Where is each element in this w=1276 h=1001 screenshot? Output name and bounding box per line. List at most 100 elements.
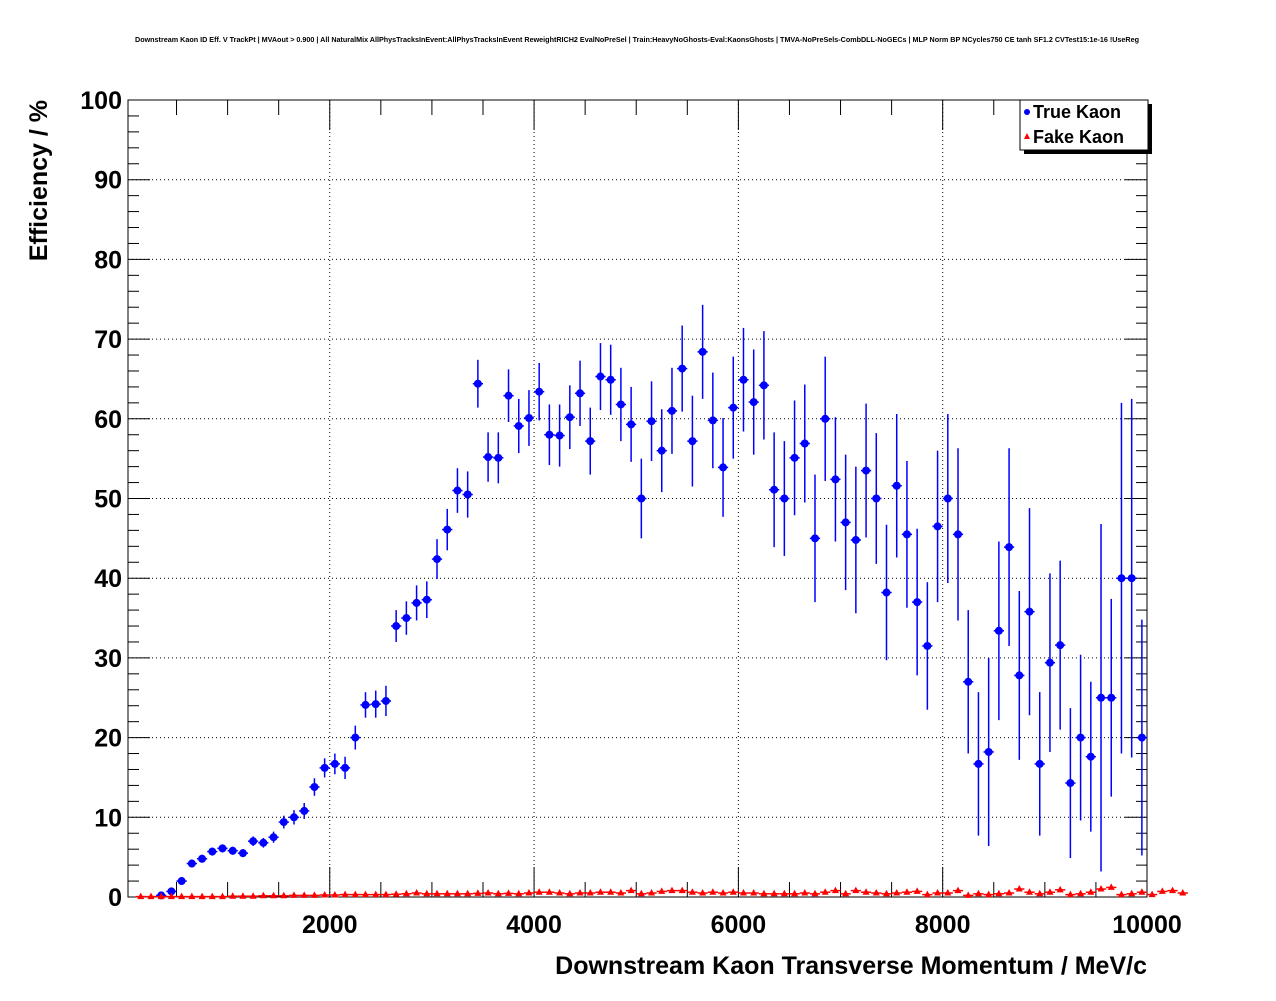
fake-kaon-point: [1117, 890, 1125, 898]
true-kaon-point: [412, 598, 421, 607]
fake-kaon-point: [1036, 889, 1044, 897]
true-kaon-point: [933, 522, 942, 531]
fake-kaon-point: [545, 888, 553, 895]
fake-kaon-point: [1077, 889, 1085, 897]
true-kaon-point: [1127, 574, 1136, 583]
fake-kaon-point: [739, 889, 747, 896]
fake-kaon-point: [208, 892, 216, 900]
fake-kaon-point: [494, 889, 502, 897]
y-tick-label: 80: [94, 246, 122, 274]
true-kaon-point: [218, 844, 227, 853]
true-kaon-point: [964, 677, 973, 686]
fake-kaon-point: [893, 889, 901, 896]
fake-kaon-point: [883, 889, 891, 897]
fake-kaon-point: [627, 886, 635, 894]
fake-kaon-point: [280, 891, 288, 899]
fake-kaon-point: [218, 892, 226, 900]
true-kaon-point: [984, 747, 993, 756]
fake-kaon-point: [903, 888, 911, 895]
fake-kaon-point: [229, 892, 237, 899]
fake-kaon-point: [1066, 890, 1074, 898]
fake-kaon-point: [484, 889, 492, 896]
fake-kaon-point: [1169, 886, 1177, 894]
fake-kaon-point: [1107, 883, 1115, 890]
fake-kaon-point: [1015, 885, 1023, 892]
y-tick-label: 70: [94, 326, 122, 354]
fake-kaon-point: [147, 892, 155, 900]
true-kaon-point: [484, 453, 493, 462]
true-kaon-point: [800, 439, 809, 448]
true-kaon-point: [586, 437, 595, 446]
true-kaon-point: [994, 626, 1003, 635]
chart-title: Downstream Kaon ID Eff. V TrackPt | MVAo…: [135, 35, 1139, 44]
fake-kaon-point: [729, 888, 737, 895]
true-kaon-point: [453, 486, 462, 495]
true-kaon-point: [402, 614, 411, 623]
true-kaon-point: [841, 518, 850, 527]
true-kaon-point: [341, 763, 350, 772]
true-kaon-point: [657, 446, 666, 455]
fake-kaon-point: [934, 889, 942, 896]
fake-kaon-point: [831, 886, 839, 894]
fake-kaon-point: [310, 891, 318, 898]
true-kaon-point: [463, 490, 472, 499]
true-kaon-point: [187, 859, 196, 868]
true-kaon-point: [637, 494, 646, 503]
true-kaon-point: [1005, 543, 1014, 552]
true-kaon-point: [259, 838, 268, 847]
true-kaon-point: [300, 806, 309, 815]
true-kaon-point: [361, 700, 370, 709]
true-kaon-point: [514, 421, 523, 430]
true-kaon-point: [913, 598, 922, 607]
fake-kaon-point: [576, 889, 584, 896]
fake-kaon-point: [270, 891, 278, 899]
true-kaon-point: [770, 485, 779, 494]
true-kaon-point: [688, 437, 697, 446]
y-axis-label: Efficiency / %: [25, 100, 53, 261]
fake-kaon-point: [1005, 889, 1013, 896]
true-kaon-point: [473, 379, 482, 388]
true-kaon-point: [238, 849, 247, 858]
fake-kaon-point: [198, 892, 206, 900]
legend-marker-fake-kaon: [1024, 133, 1030, 139]
fake-kaon-point: [811, 889, 819, 897]
fake-kaon-point: [566, 889, 574, 897]
y-tick-label: 40: [94, 565, 122, 593]
true-kaon-point: [1117, 574, 1126, 583]
fake-kaon-point: [821, 888, 829, 895]
x-axis-label: Downstream Kaon Transverse Momentum / Me…: [555, 952, 1147, 980]
x-tick-label: 6000: [711, 911, 767, 939]
true-kaon-point: [330, 759, 339, 768]
fake-kaon-point: [321, 891, 329, 898]
true-kaon-point: [249, 837, 258, 846]
fake-kaon-point: [341, 890, 349, 898]
fake-kaon-point: [617, 889, 625, 896]
true-kaon-point: [310, 783, 319, 792]
true-kaon-point: [780, 494, 789, 503]
fake-kaon-point: [239, 892, 247, 899]
true-kaon-point: [422, 595, 431, 604]
plot-frame: [127, 99, 1148, 898]
true-kaon-point: [269, 833, 278, 842]
true-kaon-point: [433, 555, 442, 564]
fake-kaon-point: [668, 886, 676, 894]
fake-kaon-point: [923, 890, 931, 898]
true-kaon-point: [524, 414, 533, 423]
fake-kaon-point: [964, 891, 972, 898]
fake-kaon-point: [505, 889, 513, 896]
y-tick-label: 100: [80, 87, 122, 115]
true-kaon-point: [1035, 759, 1044, 768]
legend: True Kaon Fake Kaon: [1019, 99, 1152, 154]
true-kaon-point: [1086, 752, 1095, 761]
true-kaon-point: [759, 381, 768, 390]
true-kaon-point: [719, 463, 728, 472]
legend-marker-true-kaon: [1024, 109, 1030, 115]
true-kaon-point: [739, 375, 748, 384]
fake-kaon-point: [995, 889, 1003, 897]
true-kaon-point: [177, 877, 186, 886]
fake-kaon-point: [1128, 889, 1136, 897]
y-tick-label: 30: [94, 645, 122, 673]
fake-kaon-point: [535, 888, 543, 895]
fake-kaon-point: [699, 889, 707, 896]
fake-kaon-point: [872, 889, 880, 896]
